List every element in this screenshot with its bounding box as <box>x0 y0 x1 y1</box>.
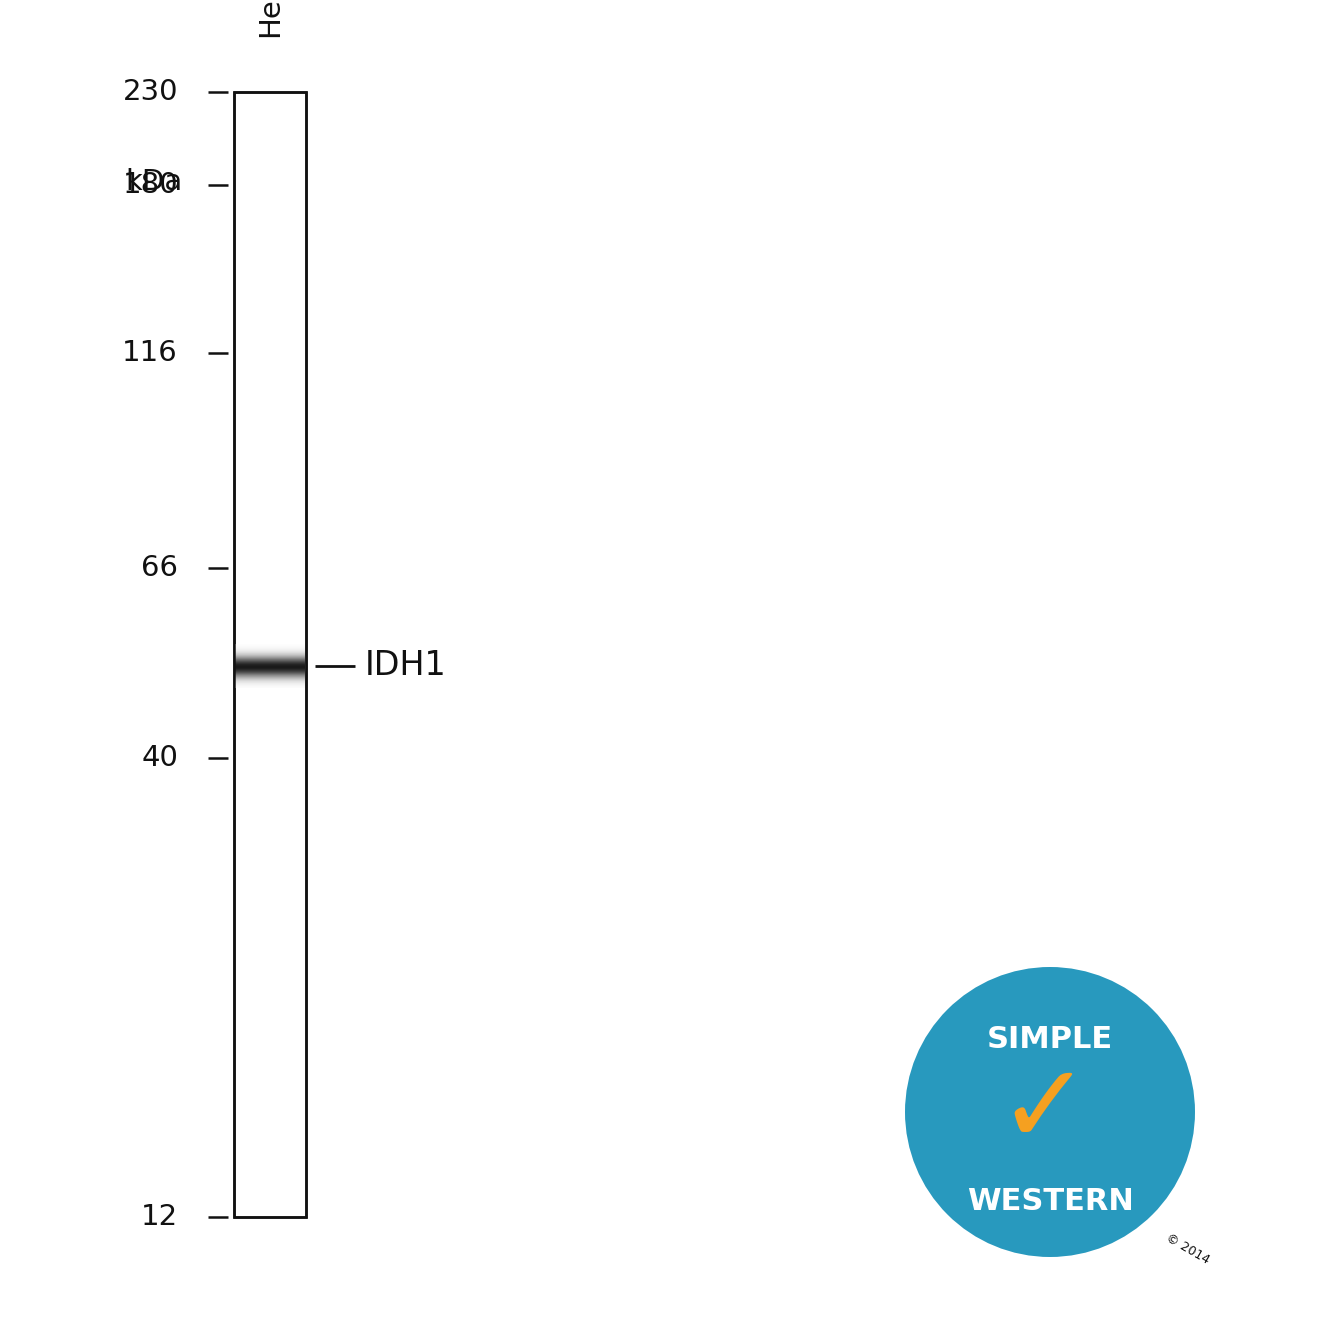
Text: ✓: ✓ <box>998 1059 1090 1166</box>
Text: SIMPLE: SIMPLE <box>987 1025 1113 1054</box>
Text: 40: 40 <box>142 744 179 772</box>
Text: 12: 12 <box>140 1203 179 1231</box>
Text: © 2014: © 2014 <box>1163 1231 1212 1266</box>
Text: HepG2: HepG2 <box>255 0 284 37</box>
Text: 66: 66 <box>142 554 179 582</box>
Bar <box>234 93 306 1218</box>
Text: IDH1: IDH1 <box>365 649 447 682</box>
Text: kDa: kDa <box>124 168 183 196</box>
Text: 116: 116 <box>122 338 179 366</box>
Circle shape <box>905 966 1195 1257</box>
Text: 230: 230 <box>123 78 179 106</box>
Text: 180: 180 <box>122 172 179 200</box>
Text: WESTERN: WESTERN <box>967 1187 1134 1216</box>
Bar <box>234 93 306 1218</box>
